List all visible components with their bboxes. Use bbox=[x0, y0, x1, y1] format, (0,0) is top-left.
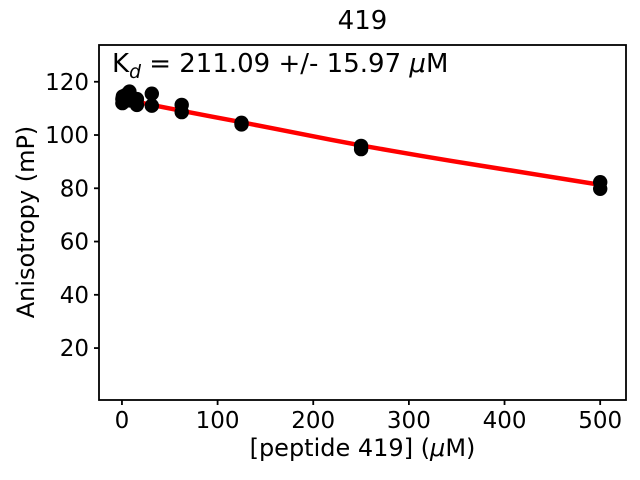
x-tick-label: 200 bbox=[291, 408, 335, 434]
kd-subscript: d bbox=[129, 62, 141, 84]
kd-mu: μ bbox=[409, 49, 426, 79]
kd-annotation: Kd = 211.09 +/- 15.97 μM bbox=[112, 49, 449, 82]
x-axis-label-post: M) bbox=[445, 434, 476, 462]
scatter-point bbox=[144, 98, 159, 113]
y-tick-label: 120 bbox=[45, 70, 89, 96]
y-axis-label: Anisotropy (mP) bbox=[12, 125, 40, 319]
chart-title: 419 bbox=[337, 6, 388, 36]
y-tick-label: 20 bbox=[60, 336, 89, 362]
x-tick-label: 400 bbox=[483, 408, 527, 434]
y-tick-label: 60 bbox=[60, 230, 89, 256]
scatter-point bbox=[129, 97, 145, 113]
kd-value: = 211.09 +/- 15.97 bbox=[140, 49, 410, 79]
y-tick-label: 100 bbox=[45, 123, 89, 149]
scatter-point bbox=[174, 104, 189, 120]
scatter-point bbox=[144, 86, 159, 101]
x-axis-label-pre: [peptide 419] ( bbox=[249, 434, 431, 462]
x-axis-label-mu: μ bbox=[430, 434, 446, 462]
axes-frame bbox=[98, 44, 627, 401]
y-tick-label: 80 bbox=[60, 176, 89, 202]
x-tick-label: 100 bbox=[196, 408, 240, 434]
scatter-point bbox=[593, 181, 608, 196]
y-tick-label: 40 bbox=[60, 283, 89, 309]
scatter-point bbox=[234, 117, 249, 132]
kd-unit: M bbox=[425, 49, 449, 79]
scatter-point bbox=[353, 141, 369, 157]
x-tick-label: 300 bbox=[387, 408, 431, 434]
kd-symbol: K bbox=[112, 49, 130, 79]
x-tick-label: 500 bbox=[578, 408, 622, 434]
x-tick-label: 0 bbox=[115, 408, 130, 434]
x-axis-label: [peptide 419] (μM) bbox=[99, 434, 626, 462]
